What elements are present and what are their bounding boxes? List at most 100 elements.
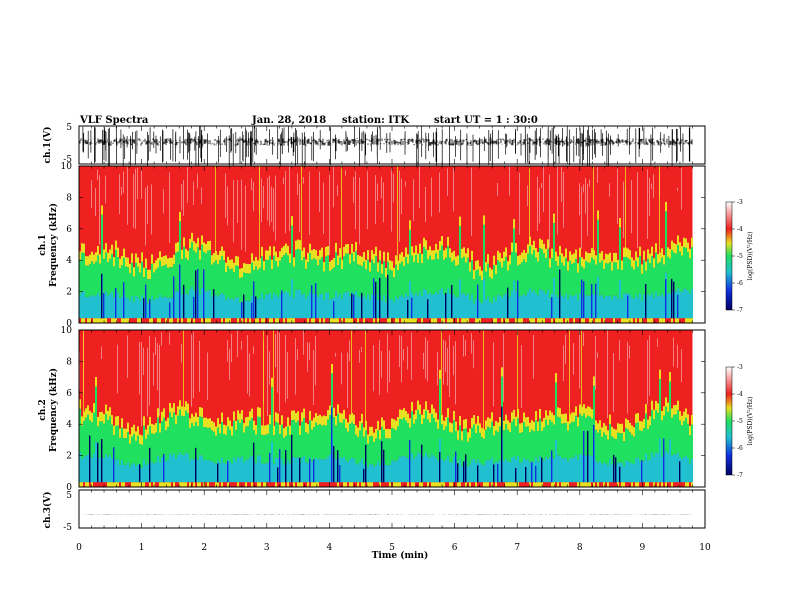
spectrogram-cell (665, 201, 667, 212)
spectrogram-cell (303, 408, 305, 419)
spectrogram-cell (445, 417, 447, 427)
spectrogram-cell (229, 482, 231, 487)
spectrogram-cell (177, 406, 179, 416)
spectrogram-cell (689, 463, 691, 483)
spectrogram-cell (479, 423, 481, 433)
spectrogram-cell (265, 318, 267, 323)
spectrogram-cell (523, 294, 525, 319)
spectrogram-cell (657, 253, 659, 264)
spectrogram-cell (437, 482, 439, 487)
spectrogram-cell (561, 253, 563, 263)
spectrogram-cell (279, 482, 281, 487)
spectrogram-cell (173, 412, 175, 454)
spectrogram-cell (235, 265, 237, 298)
spectrogram-cell (519, 172, 520, 235)
spectrogram-cell (323, 482, 325, 487)
spectrogram-cell (433, 418, 435, 456)
spectrogram-cell (519, 318, 521, 323)
spectrogram-cell (231, 435, 233, 464)
spectrogram-cell (679, 251, 681, 291)
spectrogram-cell (91, 295, 93, 319)
spectrogram-cell (535, 318, 537, 323)
spectrogram-cell (469, 464, 471, 483)
spectrogram-cell (587, 295, 589, 319)
spectrogram-cell (167, 298, 169, 319)
spectrogram-cell (145, 482, 147, 487)
spectrogram-cell (397, 270, 399, 300)
spectrogram-cell (557, 166, 558, 235)
spectrogram-cell (117, 416, 119, 426)
spectrogram-cell (493, 265, 495, 297)
spectrogram-cell (119, 318, 121, 323)
spectrogram-cell (409, 318, 411, 323)
spectrogram-cell (561, 423, 563, 459)
spectrogram-cell (613, 252, 615, 263)
spectrogram-cell (295, 413, 297, 423)
spectrogram-cell (507, 420, 509, 430)
spectrogram-cell (257, 299, 259, 319)
spectrogram-cell (459, 279, 461, 319)
spectrogram-cell (121, 418, 123, 428)
spectrogram-cell (657, 412, 659, 454)
spectrogram-cell (139, 464, 141, 483)
spectrogram-cell (255, 425, 257, 435)
spectrogram-cell (473, 482, 475, 487)
spectrogram-cell (465, 318, 467, 323)
spectrogram-cell (337, 482, 339, 487)
spectrogram-cell (543, 318, 545, 323)
spectrogram-cell (91, 180, 92, 208)
spectrogram-cell (493, 426, 495, 436)
spectrogram-cell (99, 263, 101, 297)
spectrogram-cell (203, 427, 205, 461)
spectrogram-cell (341, 422, 343, 459)
spectrogram-cell (283, 437, 285, 465)
colorbar-ch1-scale (725, 201, 733, 311)
spectrogram-cell (477, 284, 479, 319)
spectrogram-cell (393, 173, 394, 203)
spectrogram-cell (515, 468, 517, 483)
spectrogram-cell (271, 482, 273, 487)
spectrogram-cell (193, 241, 195, 251)
spectrogram-cell (517, 330, 518, 419)
spectrogram-cell (487, 426, 489, 460)
spectrogram-cell (353, 294, 355, 319)
spectrogram-cell (629, 432, 631, 463)
spectrogram-cell (549, 419, 551, 457)
spectrogram-cell (667, 453, 669, 483)
spectrogram-cell (165, 482, 167, 487)
spectrogram-cell (203, 242, 205, 252)
spectrogram-cell (537, 295, 539, 319)
spectrogram-cell (527, 244, 529, 254)
spectrogram-cell (517, 318, 519, 323)
spectrogram-cell (299, 289, 301, 319)
spectrogram-cell (663, 318, 665, 323)
spectrogram-cell (671, 278, 673, 319)
spectrogram-cell (133, 434, 135, 464)
spectrogram-cell (385, 302, 387, 319)
spectrogram-cell (131, 436, 133, 465)
spectrogram-cell (551, 421, 553, 458)
spectrogram-cell (471, 167, 472, 237)
spectrogram-cell (565, 458, 567, 483)
spectrogram-cell (527, 416, 529, 427)
colorbar-tick-label: -5 (737, 253, 743, 260)
spectrogram-cell (245, 318, 247, 323)
spectrogram-cell (223, 434, 225, 464)
spectrogram-cell (393, 482, 395, 487)
spectrogram-cell (81, 291, 83, 319)
spectrogram-cell (391, 261, 393, 271)
spectrogram-cell (341, 269, 343, 299)
spectrogram-cell (563, 423, 565, 459)
spectrogram-cell (415, 245, 417, 255)
spectrogram-cell (237, 265, 239, 298)
spectrogram-cell (459, 225, 461, 280)
spectrogram-cell (133, 276, 135, 303)
spectrogram-cell (141, 435, 143, 445)
spectrogram-cell (413, 252, 415, 263)
spectrogram-cell (171, 417, 173, 456)
spectrogram-cell (303, 418, 305, 456)
spectrogram-cell (79, 318, 81, 323)
spectrogram-cell (555, 295, 557, 319)
spectrogram-cell (669, 381, 671, 440)
